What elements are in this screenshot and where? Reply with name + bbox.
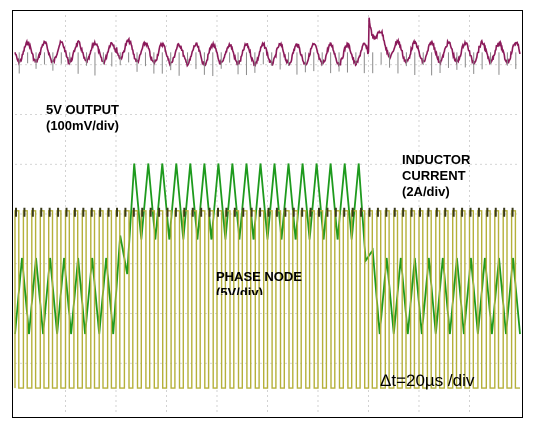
output-voltage-trace — [14, 17, 521, 68]
output-spikes — [18, 52, 517, 77]
scope-frame: 5V OUTPUT (100mV/div) INDUCTOR CURRENT (… — [12, 10, 523, 418]
timebase-label: Δt=20µs /div — [380, 371, 475, 390]
inductor-channel-name-2: CURRENT — [402, 168, 466, 183]
phase-channel-name: PHASE NODE — [216, 269, 302, 284]
oscilloscope-plot — [14, 15, 521, 413]
inductor-channel-label: INDUCTOR CURRENT (2A/div) — [402, 152, 470, 200]
phase-channel-scale: (5V/div) — [216, 285, 263, 295]
phase-channel-label: PHASE NODE (5V/div) — [216, 269, 302, 295]
output-channel-name: 5V OUTPUT — [46, 102, 119, 117]
inductor-channel-name-1: INDUCTOR — [402, 152, 471, 167]
output-channel-scale: (100mV/div) — [46, 118, 119, 133]
phase-ringing — [15, 207, 514, 217]
phase-node-trace — [14, 210, 520, 389]
output-channel-label: 5V OUTPUT (100mV/div) — [46, 102, 119, 134]
inductor-channel-scale: (2A/div) — [402, 184, 450, 199]
